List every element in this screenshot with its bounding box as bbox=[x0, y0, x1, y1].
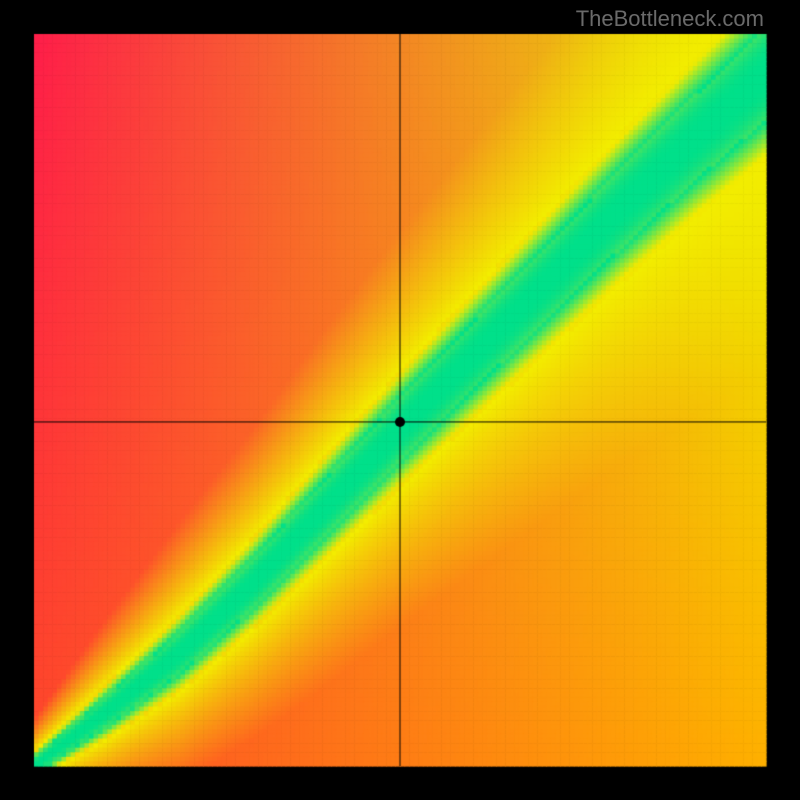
chart-container: TheBottleneck.com bbox=[0, 0, 800, 800]
bottleneck-heatmap bbox=[0, 0, 800, 800]
watermark-text: TheBottleneck.com bbox=[576, 6, 764, 32]
